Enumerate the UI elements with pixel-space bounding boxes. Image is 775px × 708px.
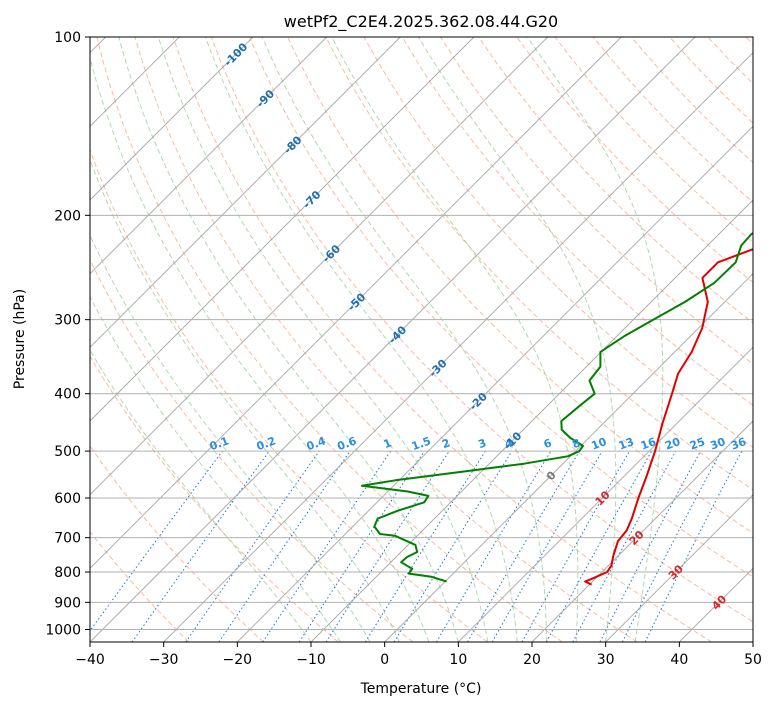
x-tick-label: 0: [380, 652, 389, 668]
mixing-ratio-label: 6: [542, 436, 554, 451]
isotherm-line: [236, 125, 753, 642]
moist-adiabat-line: [90, 55, 430, 642]
isotherm-line: [310, 199, 753, 642]
mixing-ratio-label: 1: [382, 436, 394, 451]
y-tick-label: 1000: [45, 622, 81, 638]
moist-adiabat-line: [418, 37, 617, 642]
moist-adiabat-line: [261, 37, 548, 642]
moist-adiabat-line: [157, 37, 489, 642]
x-tick-label: 20: [523, 652, 541, 668]
dry-adiabat-line: [90, 445, 264, 642]
mixing-ratio-label: 0.6: [336, 434, 359, 453]
dry-adiabat-line: [439, 37, 753, 365]
isotherm-line: [90, 37, 401, 349]
x-tick-label: 30: [597, 652, 615, 668]
mixing-ratio-line: [644, 450, 743, 642]
temperature-profile-line: [584, 248, 753, 586]
isotherm-line: [457, 346, 753, 642]
x-tick-label: −30: [149, 652, 179, 668]
y-tick-label: 100: [54, 30, 81, 46]
mixing-ratio-label: 2: [440, 436, 452, 451]
y-tick-label: 700: [54, 531, 81, 547]
mixing-ratio-label: 10: [590, 435, 609, 453]
dry-adiabat-line: [516, 37, 753, 284]
mixing-ratio-line: [218, 450, 351, 642]
chart-title: wetPf2_C2E4.2025.362.08.44.G20: [284, 12, 558, 32]
background-lines: [90, 37, 753, 642]
isotherm-line: [605, 493, 753, 642]
y-axis-title: Pressure (hPa): [12, 289, 28, 389]
isotherm-line: [90, 37, 328, 275]
dry-adiabat-line: [90, 148, 488, 642]
x-tick-label: −40: [75, 652, 105, 668]
mixing-ratio-label: 30: [708, 435, 727, 453]
mixing-ratio-label: 20: [663, 435, 682, 453]
dry-adiabat-line: [172, 37, 712, 642]
mixing-ratio-label: 3: [476, 436, 488, 451]
y-tick-label: 200: [54, 208, 81, 224]
dry-adiabat-line: [325, 37, 753, 491]
mixing-ratio-label: 8: [570, 436, 582, 451]
mixing-ratio-line: [262, 450, 392, 642]
mixing-ratio-label: 0.4: [305, 434, 328, 453]
moist-adiabat-line: [90, 234, 371, 642]
dry-adiabat-line: [249, 37, 753, 578]
dry-adiabat-line: [90, 531, 190, 642]
isotherm-line: [90, 37, 475, 422]
y-tick-label: 600: [54, 491, 81, 507]
mixing-ratio-label: 16: [639, 435, 658, 453]
isotherm-line: [90, 37, 254, 201]
x-tick-label: −10: [296, 652, 326, 668]
mixing-ratio-label: 0.2: [255, 434, 278, 453]
plot-frame: [89, 36, 754, 643]
moist-adiabat-line: [331, 37, 579, 642]
mixing-ratio-label: 13: [617, 435, 636, 452]
dry-adiabat-line: [90, 355, 339, 642]
y-tick-label: 800: [54, 565, 81, 581]
axes: −40 −30 −20 −10 0 10 20 30 40 5010020030040050060…: [45, 30, 762, 668]
isotherm-line: [90, 37, 549, 496]
isotherm-line: [90, 37, 622, 570]
mixing-ratio-label: 4: [503, 436, 515, 451]
mixing-ratio-label: 0.1: [208, 434, 231, 453]
mixing-ratio-line: [572, 450, 677, 642]
dry-adiabat-line: [210, 37, 753, 623]
moist-adiabat-line: [90, 296, 341, 642]
x-axis-title: Temperature (°C): [360, 681, 482, 697]
x-tick-label: −20: [223, 652, 253, 668]
isotherm-line: [90, 37, 696, 642]
mixing-ratio-label: 36: [729, 435, 748, 453]
isotherm-line: [384, 272, 753, 642]
moist-adiabat-line: [204, 37, 518, 642]
y-tick-label: 300: [54, 313, 81, 329]
mixing-ratio-line: [298, 450, 425, 642]
x-tick-label: 40: [670, 652, 688, 668]
y-tick-label: 900: [54, 595, 81, 611]
dry-adiabat-line: [96, 37, 563, 642]
x-tick-label: 10: [449, 652, 467, 668]
x-tick-label: 50: [744, 652, 762, 668]
mixing-ratio-label: 25: [688, 435, 707, 452]
mixing-ratio-line: [545, 450, 653, 642]
y-tick-label: 400: [54, 387, 81, 403]
data-series: [360, 231, 753, 586]
mixing-ratio-line: [325, 450, 450, 642]
mixing-ratio-line: [393, 450, 513, 642]
mixing-ratio-label: 1.5: [410, 434, 433, 453]
dry-adiabat-line: [401, 37, 753, 406]
y-tick-label: 500: [54, 444, 81, 460]
isotherm-line: [163, 51, 753, 642]
isotherm-line: [531, 420, 753, 642]
dewpoint-profile-line: [360, 231, 753, 583]
dry-adiabat-line: [134, 37, 638, 642]
mixing-ratio-line: [90, 450, 223, 632]
mixing-ratio-line: [185, 450, 320, 642]
moist-adiabat-line: [527, 37, 664, 642]
mixing-ratio-line: [131, 450, 270, 642]
moist-adiabat-line: [90, 158, 400, 642]
mixing-ratio-line: [521, 450, 630, 642]
moist-adiabat-line: [118, 37, 459, 642]
